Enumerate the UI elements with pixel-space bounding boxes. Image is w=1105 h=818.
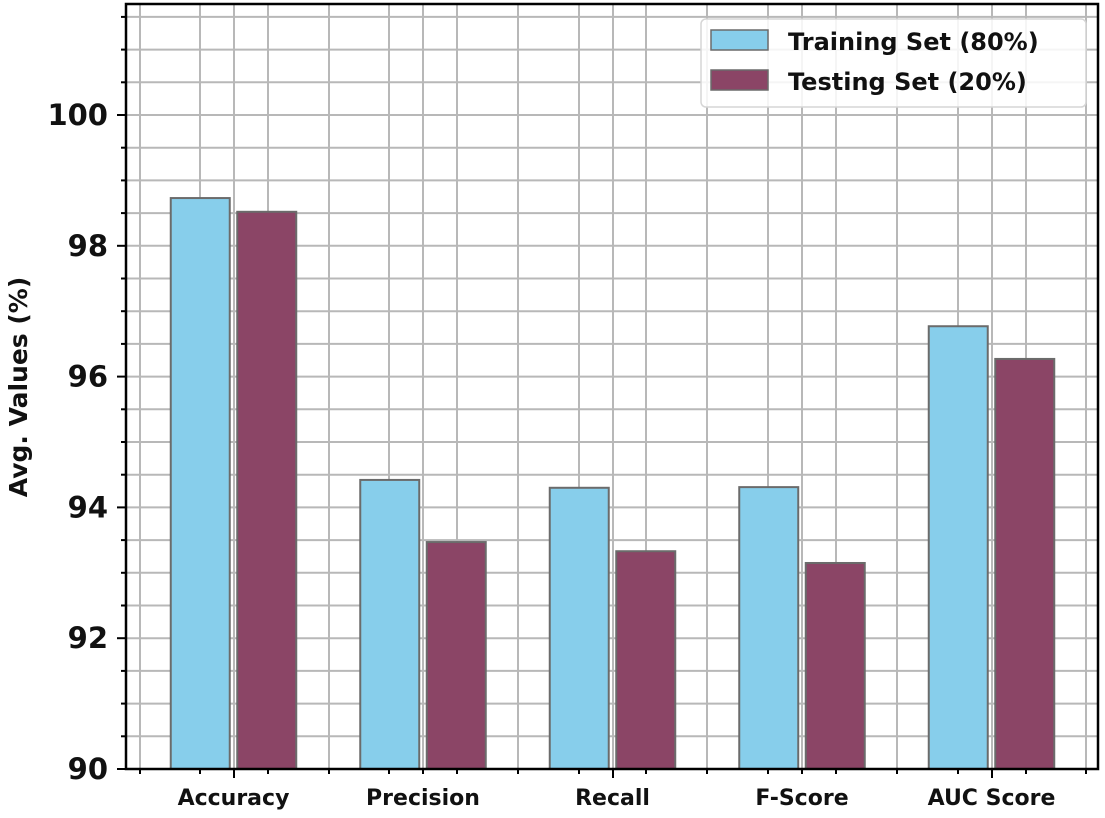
y-tick-label: 100 [47, 98, 108, 132]
legend: Training Set (80%) Testing Set (20%) [700, 18, 1087, 108]
x-axis: Accuracy Precision Recall F-Score AUC Score [139, 769, 1087, 811]
y-tick-label: 98 [68, 229, 108, 263]
bar-training-auc-score [927, 325, 989, 770]
bar-testing-recall [615, 550, 677, 771]
legend-swatch-training [710, 29, 769, 51]
bars [169, 197, 1056, 771]
x-tick-label: AUC Score [928, 786, 1056, 811]
y-axis: 90 92 94 96 98 100 [47, 15, 126, 786]
legend-label-training: Training Set (80%) [788, 28, 1039, 56]
bar-training-accuracy [169, 197, 231, 771]
y-tick-label: 96 [68, 360, 108, 394]
bar-testing-accuracy [236, 210, 298, 771]
bar-training-precision [359, 478, 421, 770]
bar-training-f-score [738, 486, 800, 770]
x-tick-label: Recall [575, 786, 650, 811]
legend-box [700, 18, 1087, 108]
legend-swatch-testing [710, 69, 769, 91]
legend-label-testing: Testing Set (20%) [788, 68, 1027, 96]
x-tick-label: Precision [366, 786, 480, 811]
y-tick-label: 94 [68, 490, 108, 524]
y-tick-label: 90 [68, 752, 108, 786]
y-tick-label: 92 [68, 621, 108, 655]
bar-training-recall [548, 486, 610, 770]
x-tick-label: F-Score [755, 786, 848, 811]
bar-testing-precision [425, 541, 487, 771]
x-tick-label: Accuracy [178, 786, 290, 811]
bar-testing-f-score [804, 561, 866, 770]
y-axis-label: Avg. Values (%) [4, 277, 33, 498]
bar-testing-auc-score [994, 357, 1056, 770]
